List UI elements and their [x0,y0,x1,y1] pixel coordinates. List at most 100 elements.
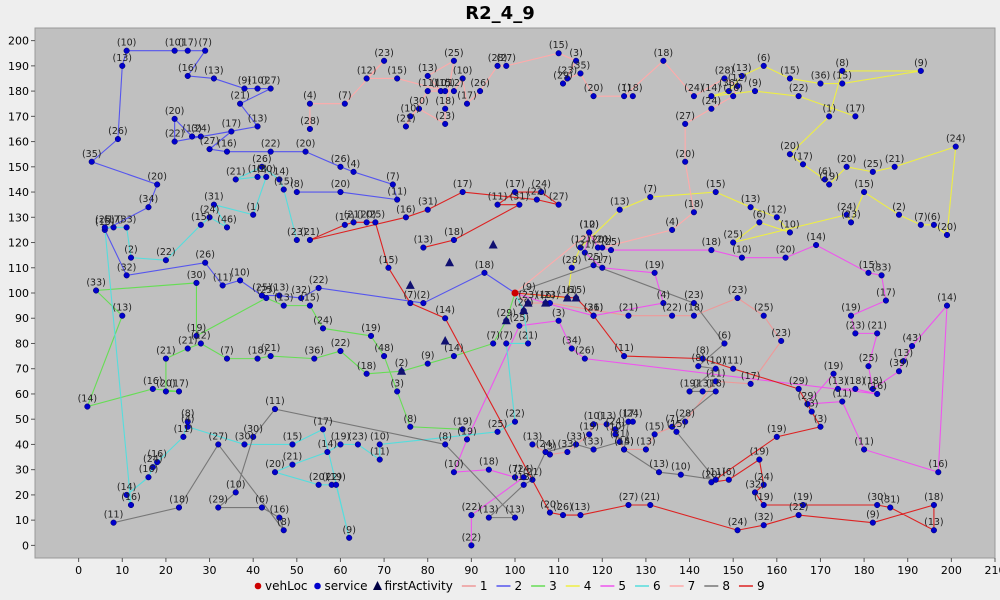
service-point [874,501,881,509]
route-4-line [514,65,957,299]
service-point-label: (25) [252,283,272,294]
service-point-label: (33) [872,262,892,273]
service-point-label: (12) [191,330,211,341]
service-point-label: (31) [418,197,438,208]
service-point-label: (14) [318,439,338,450]
service-point-label: (16) [558,285,578,296]
service-point-label: (23) [348,431,368,442]
service-point-label: (19) [187,323,207,334]
legend-service-label: service [325,579,368,593]
service-point-label: (22) [309,275,329,286]
service-point-label: (48) [374,343,394,354]
service-point [760,522,767,529]
service-point [350,219,357,226]
service-point-label: (24) [754,472,774,483]
service-point-label: (18) [654,48,674,59]
service-point-label: (15) [645,421,665,432]
service-point-label: (21) [178,336,198,347]
y-tick-label: 120 [8,237,29,250]
service-point [725,88,732,95]
service-point [315,284,322,292]
service-point [459,188,466,196]
x-tick-label: 120 [592,564,613,577]
service-point-label: (19) [767,424,787,435]
service-point-label: (30) [243,424,263,435]
service-point-label: (17) [619,409,639,420]
service-point-label: (17) [104,214,124,225]
service-point [241,85,248,92]
service-point-label: (22) [527,187,547,198]
service-point-label: (14) [117,482,137,493]
service-point-label: (11) [614,343,634,354]
service-point-label: (11) [213,272,233,283]
service-point [503,62,510,69]
service-point [712,378,719,385]
service-point-label: (29) [553,71,573,82]
service-point-label: (22) [505,409,525,420]
service-point [468,542,475,549]
service-point [319,426,327,433]
service-point-label: (14) [806,232,826,243]
service-point-label: (15) [614,436,634,447]
service-point-label: (21) [867,320,887,331]
service-point-label: (7) [404,290,417,301]
service-point [564,448,571,456]
service-point-label: (10) [431,78,451,89]
service-point-label: (15) [780,65,800,76]
service-point [725,476,732,483]
service-point [346,534,353,541]
service-point-label: (30) [257,164,277,175]
service-point-label: (10) [732,245,752,256]
service-point [878,272,885,279]
service-point [241,441,248,448]
service-point-label: (1) [822,103,835,114]
service-point [420,244,427,251]
service-point-label: (13) [182,124,202,135]
service-point-label: (14) [614,436,634,447]
service-point [280,186,287,193]
service-point-label: (15) [379,255,399,266]
service-point [363,219,370,226]
service-point [865,363,872,370]
service-point-label: (27) [675,111,695,122]
y-tick-label: 190 [8,60,29,73]
service-point-label: (27) [261,76,281,87]
x-tick-label: 180 [854,564,875,577]
service-point [442,105,449,112]
legend-6-label: 6 [653,579,661,593]
service-point [154,181,161,188]
service-point-label: (6) [718,330,731,341]
service-point-label: (39) [889,358,909,369]
service-point [267,85,274,92]
y-tick-label: 20 [15,489,29,502]
service-point-label: (10) [226,479,246,490]
service-point [463,436,471,443]
service-point-label: (25) [444,48,464,59]
service-point [223,148,231,155]
service-point-label: (16) [147,449,167,460]
service-point-label: (21) [584,303,604,314]
service-point [119,62,126,69]
service-point [586,431,593,438]
service-point-label: (10) [370,431,390,442]
service-point [258,504,265,511]
y-tick-label: 50 [15,413,29,426]
service-point [738,72,745,80]
service-point [651,269,658,276]
service-point-label: (16) [396,204,416,215]
service-point [267,148,274,155]
service-point [586,229,593,236]
service-point [450,88,457,95]
service-point-label: (31) [204,192,224,203]
service-point-label: (23) [771,328,791,339]
service-point-label: (32) [117,262,137,273]
service-point [101,224,108,231]
service-point-label: (15) [566,285,586,296]
service-point [808,408,815,415]
y-tick-label: 90 [15,312,29,325]
service-point-label: (29) [789,376,809,387]
first-activity-triangle [445,257,455,267]
service-point-label: (26) [108,126,128,137]
service-point [760,481,767,488]
service-point [669,423,676,430]
